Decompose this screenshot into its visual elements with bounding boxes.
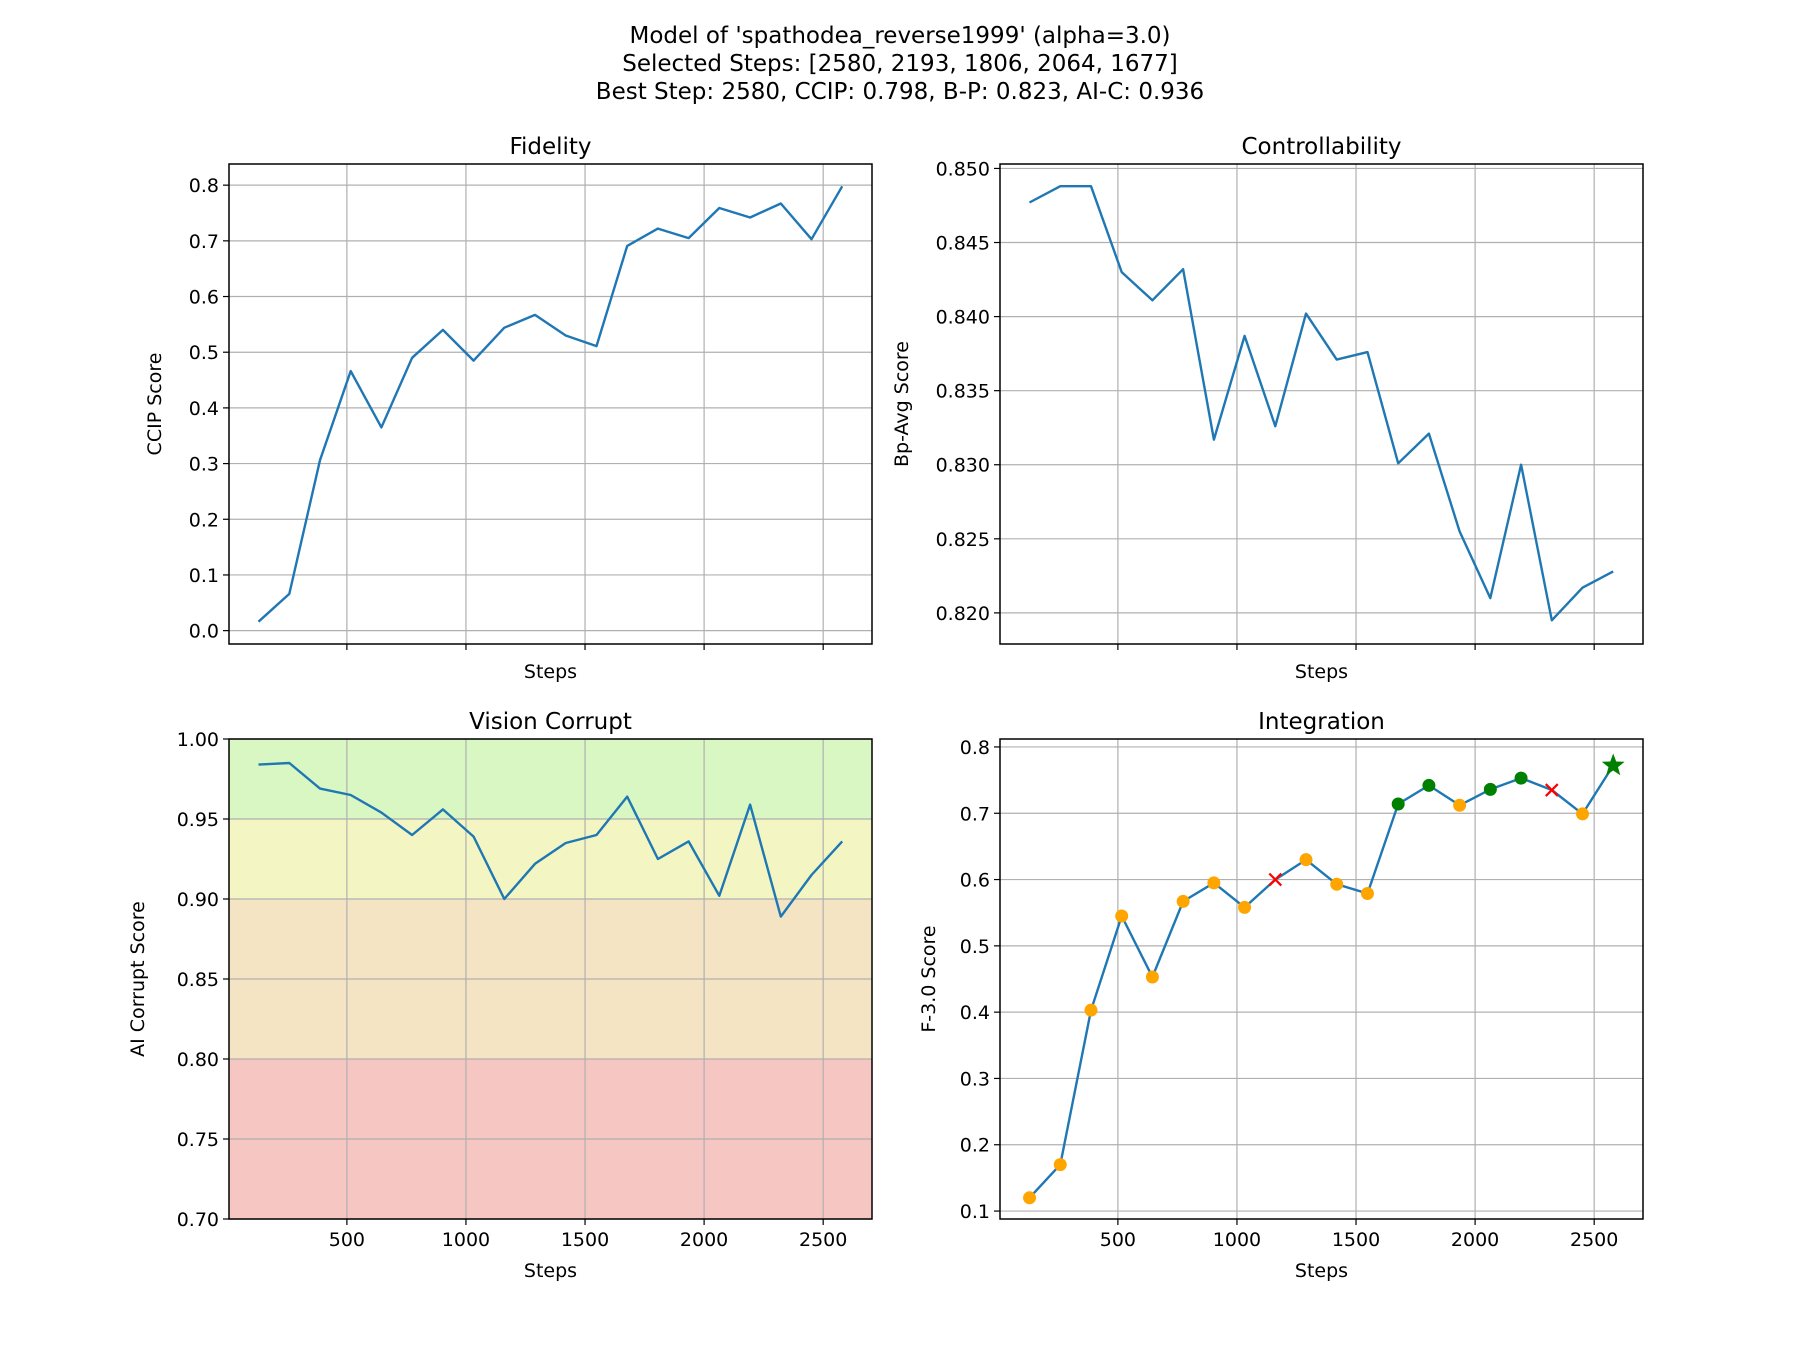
- controllability-ytick-label-3: 0.835: [936, 381, 990, 403]
- vision_corrupt-series-line: [258, 761, 844, 918]
- vision_corrupt-frame: [228, 738, 873, 1220]
- figure-title-line-2: Selected Steps: [2580, 2193, 1806, 2064,…: [622, 51, 1178, 77]
- controllability-ytick-label-0: 0.820: [936, 603, 990, 625]
- integration-point-19: [1601, 753, 1625, 776]
- fidelity-ytick-label-5: 0.5: [189, 342, 219, 364]
- integration-point-1: [1053, 1158, 1067, 1172]
- integration-series-line: [1028, 764, 1615, 1199]
- chart-vision_corrupt: 500 1000 1500 2000 2500 0.70 0.75 0.80 0.85 0.90 0…: [127, 709, 873, 1282]
- integration-xtick-label-0: 500: [1100, 1229, 1136, 1251]
- integration-xtick-label-4: 2500: [1570, 1229, 1618, 1251]
- vision_corrupt-band-3: [229, 739, 872, 819]
- fidelity-ytick-label-3: 0.3: [189, 454, 219, 476]
- vision_corrupt-xlabel: Steps: [524, 1260, 577, 1282]
- integration-point-7: [1238, 900, 1252, 914]
- fidelity-title: Fidelity: [509, 134, 591, 160]
- controllability-title: Controllability: [1241, 134, 1401, 160]
- vision_corrupt-band-2: [229, 819, 872, 899]
- integration-xlabel: Steps: [1295, 1260, 1348, 1282]
- integration-ytick-label-1: 0.2: [960, 1135, 990, 1157]
- controllability-ytick-label-5: 0.845: [936, 233, 990, 255]
- integration-point-13: [1422, 778, 1436, 792]
- vision_corrupt-xtick-label-1: 1000: [442, 1229, 490, 1251]
- fidelity-ytick-label-1: 0.1: [189, 565, 219, 587]
- fidelity-ytick-label-2: 0.2: [189, 509, 219, 531]
- integration-point-9: [1299, 853, 1313, 867]
- figure-title-line-1: Model of 'spathodea_reverse1999' (alpha=…: [629, 23, 1171, 49]
- integration-point-14: [1453, 798, 1467, 812]
- integration-point-8: [1268, 872, 1283, 887]
- controllability-frame: [999, 163, 1644, 645]
- integration-point-11: [1360, 886, 1374, 900]
- integration-point-4: [1145, 970, 1159, 984]
- integration-ytick-label-5: 0.6: [960, 870, 990, 892]
- integration-title: Integration: [1258, 709, 1385, 735]
- fidelity-ytick-label-4: 0.4: [189, 398, 219, 420]
- fidelity-frame: [228, 163, 873, 645]
- integration-ytick-label-2: 0.3: [960, 1068, 990, 1090]
- integration-point-17: [1545, 783, 1559, 797]
- integration-ytick-label-4: 0.5: [960, 936, 990, 958]
- controllability-ytick-label-6: 0.850: [936, 158, 990, 180]
- controllability-series-line: [1028, 184, 1614, 622]
- integration-point-15: [1483, 782, 1497, 796]
- vision_corrupt-ytick-label-3: 0.85: [177, 969, 219, 991]
- vision_corrupt-ytick-label-6: 1.00: [177, 729, 219, 751]
- chart-controllability: 0.820 0.825 0.830 0.835 0.840 0.845 0.850 Contr…: [891, 134, 1644, 683]
- integration-point-5: [1176, 894, 1190, 908]
- integration-ylabel: F-3.0 Score: [918, 925, 940, 1032]
- figure-title-line-3: Best Step: 2580, CCIP: 0.798, B-P: 0.823…: [595, 79, 1205, 105]
- vision_corrupt-xtick-label-4: 2500: [799, 1229, 847, 1251]
- integration-point-18: [1576, 807, 1590, 821]
- vision_corrupt-ytick-label-2: 0.80: [177, 1049, 219, 1071]
- controllability-ytick-label-2: 0.830: [936, 455, 990, 477]
- vision_corrupt-xtick-label-3: 2000: [680, 1229, 728, 1251]
- vision_corrupt-xtick-label-0: 500: [329, 1229, 365, 1251]
- integration-point-2: [1084, 1003, 1098, 1017]
- integration-ytick-label-0: 0.1: [960, 1201, 990, 1223]
- fidelity-ylabel: CCIP Score: [144, 353, 166, 456]
- integration-ytick-label-6: 0.7: [960, 803, 990, 825]
- chart-fidelity: 0.0 0.1 0.2 0.3 0.4 0.5 0.6 0.7 0.8 Fidelity Steps…: [144, 134, 873, 683]
- vision_corrupt-ylabel: AI Corrupt Score: [127, 901, 149, 1057]
- integration-point-16: [1514, 771, 1528, 785]
- integration-point-3: [1115, 909, 1129, 923]
- integration-point-0: [1023, 1191, 1037, 1205]
- vision_corrupt-ytick-label-1: 0.75: [177, 1129, 219, 1151]
- controllability-ytick-label-1: 0.825: [936, 529, 990, 551]
- vision_corrupt-title: Vision Corrupt: [469, 709, 632, 735]
- fidelity-ytick-label-8: 0.8: [189, 175, 219, 197]
- integration-point-10: [1330, 877, 1344, 891]
- integration-point-12: [1391, 797, 1405, 811]
- integration-xtick-label-3: 2000: [1451, 1229, 1499, 1251]
- fidelity-ytick-label-7: 0.7: [189, 231, 219, 253]
- vision_corrupt-ytick-label-4: 0.90: [177, 889, 219, 911]
- vision_corrupt-ytick-label-5: 0.95: [177, 809, 219, 831]
- vision_corrupt-xtick-label-2: 1500: [561, 1229, 609, 1251]
- integration-xtick-label-2: 1500: [1332, 1229, 1380, 1251]
- vision_corrupt-ytick-label-0: 0.70: [177, 1209, 219, 1231]
- integration-frame: [999, 738, 1644, 1220]
- integration-ytick-label-7: 0.8: [960, 737, 990, 759]
- controllability-ytick-label-4: 0.840: [936, 307, 990, 329]
- controllability-ylabel: Bp-Avg Score: [891, 341, 913, 467]
- fidelity-xlabel: Steps: [524, 661, 577, 683]
- integration-xtick-label-1: 1000: [1213, 1229, 1261, 1251]
- fidelity-ytick-label-6: 0.6: [189, 287, 219, 309]
- chart-integration: 500 1000 1500 2000 2500 0.1 0.2 0.3 0.4 0.5 0.6 0.7…: [918, 709, 1644, 1282]
- fidelity-ytick-label-0: 0.0: [189, 621, 219, 643]
- integration-ytick-label-3: 0.4: [960, 1002, 990, 1024]
- controllability-xlabel: Steps: [1295, 661, 1348, 683]
- fidelity-series-line: [257, 185, 844, 623]
- integration-point-6: [1207, 876, 1221, 890]
